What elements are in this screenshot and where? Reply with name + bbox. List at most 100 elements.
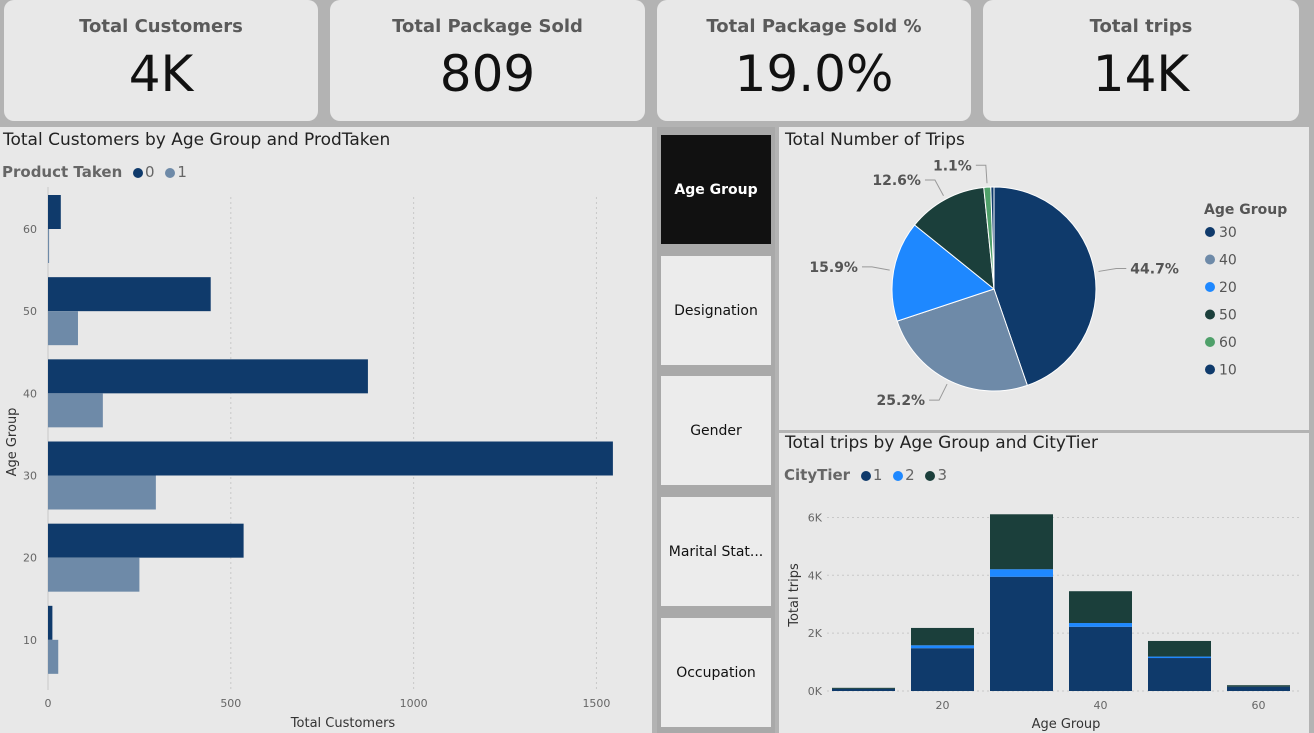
slicer-item-designation[interactable]: Designation bbox=[661, 256, 771, 365]
pie-legend-dot bbox=[1205, 337, 1215, 347]
legend-dot-grey bbox=[165, 167, 176, 178]
slicer-item-occupation[interactable]: Occupation bbox=[661, 618, 771, 727]
pie-legend-dot bbox=[1205, 254, 1215, 265]
legend-label: 2 bbox=[905, 466, 915, 484]
trips-stacked-bar-chart: 0K 2K 4K 6K 20 40 60 Age Group Total trips bbox=[787, 511, 1301, 732]
legend-dot-tier1 bbox=[860, 470, 871, 481]
slicer-item-gender[interactable]: Gender bbox=[661, 376, 771, 485]
pie-legend-label: 60 bbox=[1219, 335, 1237, 351]
legend-label: 0 bbox=[145, 163, 155, 181]
y-tick-label: 0K bbox=[808, 685, 823, 698]
bar-50-0 bbox=[48, 277, 211, 312]
pie-legend-label: 50 bbox=[1219, 308, 1237, 324]
pie-legend-label: 20 bbox=[1219, 280, 1237, 296]
kpi-value: 19.0% bbox=[734, 45, 894, 103]
pie-slice-30 bbox=[993, 186, 1097, 387]
x-tick-label: 40 bbox=[1094, 699, 1108, 712]
stacked-bar-40-tier2 bbox=[1069, 623, 1132, 627]
kpi-value: 4K bbox=[128, 45, 194, 103]
bar-60-0 bbox=[48, 195, 61, 229]
pie-leader-line bbox=[929, 383, 948, 401]
bar-20-1 bbox=[48, 557, 140, 592]
kpi-card-total-package-sold-pct: Total Package Sold % 19.0% bbox=[657, 0, 971, 121]
y-tick-label: 30 bbox=[23, 470, 37, 483]
pie-leader-line bbox=[861, 266, 890, 271]
legend-title: CityTier bbox=[784, 466, 851, 484]
x-tick-label: 0 bbox=[45, 697, 52, 710]
kpi-value: 809 bbox=[439, 45, 536, 103]
customers-by-age-panel bbox=[0, 127, 652, 733]
x-tick-label: 1500 bbox=[582, 697, 610, 710]
stacked-bar-20-tier2 bbox=[911, 645, 974, 649]
x-tick-label: 1000 bbox=[400, 697, 428, 710]
x-tick-label: 500 bbox=[220, 697, 241, 710]
stacked-bar-30-tier3 bbox=[990, 514, 1053, 570]
legend-label: 3 bbox=[937, 466, 948, 484]
pie-legend-label: 30 bbox=[1219, 225, 1237, 241]
y-tick-label: 50 bbox=[23, 305, 37, 318]
stacked-bar-20-tier3 bbox=[911, 627, 974, 646]
pie-legend-label: 40 bbox=[1219, 253, 1237, 269]
y-axis-title: Total trips bbox=[787, 563, 802, 628]
x-axis-title: Total Customers bbox=[290, 716, 396, 731]
y-tick-label: 10 bbox=[23, 634, 37, 647]
bar-50-1 bbox=[48, 311, 78, 346]
customers-bar-chart: 0 500 1000 1500 60 50 40 30 20 10 Total Customers A… bbox=[5, 187, 613, 731]
pie-data-label: 12.6% bbox=[872, 173, 921, 189]
kpi-card-total-customers: Total Customers 4K bbox=[4, 0, 318, 121]
stacked-bar-40-tier1 bbox=[1069, 626, 1132, 691]
x-axis-title: Age Group bbox=[1032, 717, 1101, 732]
stacked-bar-50-tier2 bbox=[1148, 656, 1211, 659]
kpi-label: Total Package Sold bbox=[392, 16, 583, 37]
kpi-card-total-trips: Total trips 14K bbox=[983, 0, 1299, 121]
bar-20-0 bbox=[48, 523, 244, 558]
legend-label: 1 bbox=[177, 163, 187, 181]
pie-legend-title: Age Group bbox=[1204, 202, 1287, 218]
pie-legend-label: 10 bbox=[1219, 363, 1237, 379]
x-tick-label: 20 bbox=[936, 699, 950, 712]
stacked-bar-10-tier1 bbox=[832, 688, 895, 691]
stacked-bar-20-tier1 bbox=[911, 648, 974, 691]
pie-leader-line bbox=[1098, 267, 1127, 272]
kpi-label: Total trips bbox=[1089, 16, 1193, 37]
bar-30-1 bbox=[48, 475, 156, 510]
pie-slice-50 bbox=[913, 186, 995, 291]
pie-chart-title: Total Number of Trips bbox=[785, 130, 965, 150]
pie-leader-line bbox=[975, 164, 988, 184]
pie-data-label: 25.2% bbox=[877, 393, 926, 409]
slicer-item-marital-status[interactable]: Marital Stat... bbox=[661, 497, 771, 606]
trips-pie-chart: 44.7% 25.2% 15.9% 12.6% 1.1% Age Group 30 40 20 5… bbox=[809, 158, 1287, 409]
stacked-bar-10-tier3 bbox=[832, 687, 895, 689]
pie-leader-line bbox=[924, 179, 944, 197]
kpi-label: Total Package Sold % bbox=[706, 16, 922, 37]
pie-data-label: 1.1% bbox=[933, 158, 972, 174]
legend-label: 1 bbox=[872, 466, 883, 484]
stacked-bar-60-tier3 bbox=[1227, 685, 1290, 687]
pie-legend-dot bbox=[1205, 282, 1215, 292]
pie-legend-dot bbox=[1205, 309, 1215, 320]
legend-dot-tier3 bbox=[925, 470, 936, 481]
bar-30-0 bbox=[48, 441, 613, 476]
pie-slice-10 bbox=[990, 186, 995, 290]
bar-10-0 bbox=[48, 605, 53, 640]
pie-data-label: 15.9% bbox=[809, 260, 858, 276]
stacked-bar-60-tier1 bbox=[1227, 686, 1290, 691]
bar-40-1 bbox=[48, 393, 103, 428]
slicer-item-age-group[interactable]: Age Group bbox=[661, 135, 771, 244]
pie-slice-20 bbox=[891, 224, 996, 322]
stacked-bar-30-tier2 bbox=[990, 569, 1053, 577]
customers-chart-legend: Product Taken 0 1 bbox=[2, 163, 187, 181]
y-tick-label: 2K bbox=[808, 627, 823, 640]
kpi-value: 14K bbox=[1092, 45, 1190, 103]
pie-data-label: 44.7% bbox=[1130, 261, 1179, 277]
stacked-bar-50-tier3 bbox=[1148, 640, 1211, 657]
legend-dot-dark bbox=[133, 167, 144, 178]
legend-title: Product Taken bbox=[2, 163, 123, 181]
stacked-bar-50-tier1 bbox=[1148, 658, 1211, 691]
y-tick-label: 20 bbox=[23, 552, 37, 565]
y-axis-title: Age Group bbox=[5, 408, 20, 477]
stacked-chart-title: Total trips by Age Group and CityTier bbox=[785, 433, 1098, 453]
bar-10-1 bbox=[48, 639, 59, 674]
pie-legend-dot bbox=[1205, 364, 1215, 375]
stacked-bar-40-tier3 bbox=[1069, 591, 1132, 624]
